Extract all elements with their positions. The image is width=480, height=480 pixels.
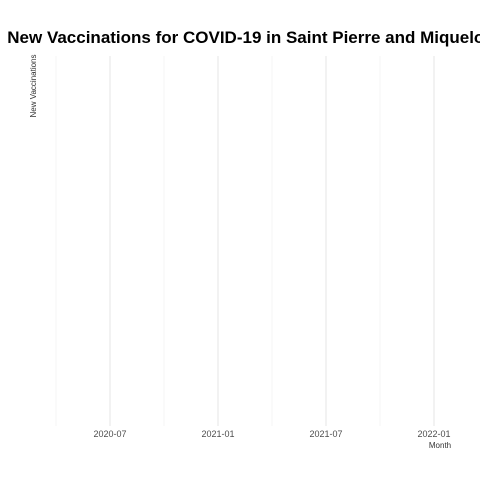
x-tick-label: 2022-01 [417,429,450,439]
x-tick-labels: 2020-07 2021-01 2021-07 2022-01 [93,429,450,439]
gridlines [55,56,435,426]
chart-title: New Vaccinations for COVID-19 in Saint P… [7,28,480,47]
x-tick-label: 2021-07 [309,429,342,439]
x-tick-label: 2020-07 [93,429,126,439]
y-axis-title: New Vaccinations [29,55,38,118]
x-axis-title: Month [429,441,451,450]
x-tick-label: 2021-01 [201,429,234,439]
